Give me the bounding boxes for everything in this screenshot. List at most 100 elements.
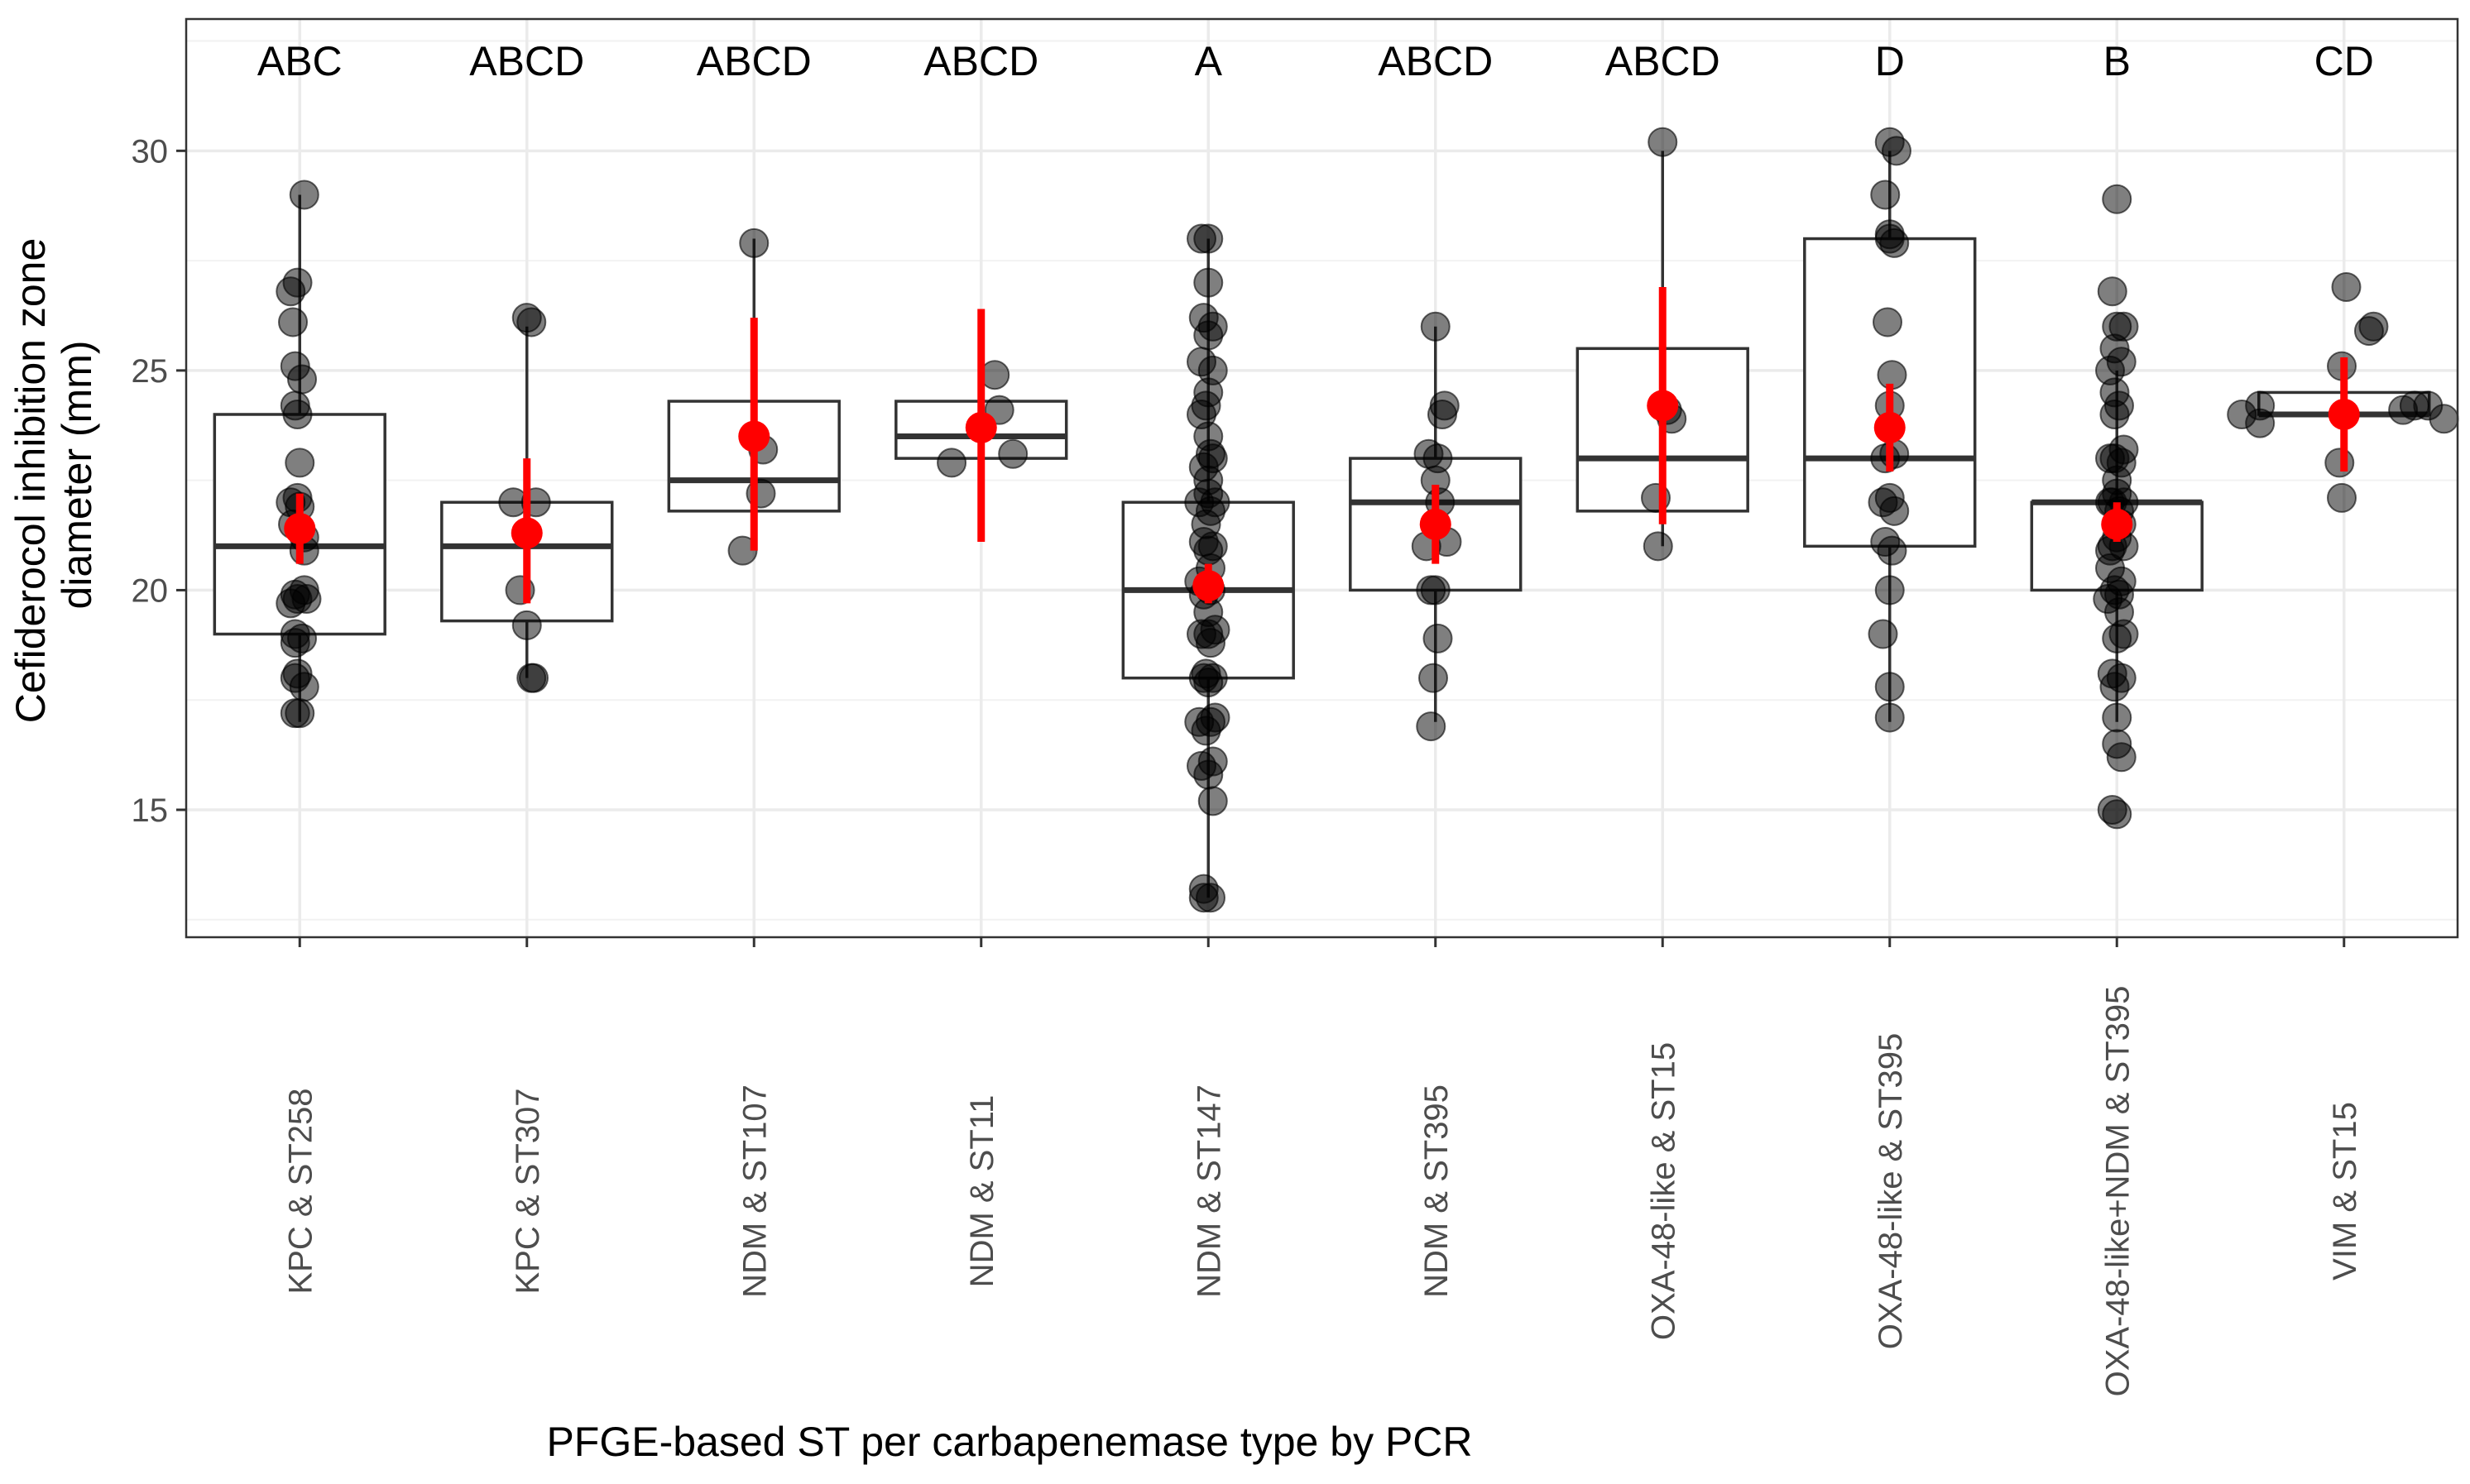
data-point bbox=[2095, 553, 2126, 583]
data-point bbox=[1647, 127, 1678, 157]
y-tick-label: 15 bbox=[132, 792, 169, 829]
data-point bbox=[289, 180, 319, 210]
data-point bbox=[2388, 395, 2419, 425]
data-point bbox=[276, 276, 306, 307]
mean-group-8 bbox=[1873, 383, 1906, 472]
data-point bbox=[1418, 663, 1449, 693]
mean-group-7 bbox=[1647, 286, 1679, 524]
group-letter-10: CD bbox=[2314, 38, 2374, 84]
data-point bbox=[2099, 672, 2130, 702]
data-point bbox=[1193, 421, 1224, 452]
mean-group-3 bbox=[738, 318, 770, 551]
data-point bbox=[276, 588, 306, 619]
mean-group-4 bbox=[965, 309, 997, 543]
mean-group-9 bbox=[2101, 502, 2133, 543]
data-point bbox=[1879, 227, 1910, 258]
data-point bbox=[516, 307, 547, 337]
data-point bbox=[1195, 628, 1225, 658]
data-point bbox=[2245, 408, 2276, 438]
data-point bbox=[278, 307, 309, 337]
mean-point bbox=[2101, 508, 2133, 540]
data-point bbox=[2331, 271, 2362, 302]
data-point bbox=[1427, 399, 1457, 429]
data-point bbox=[1881, 136, 1911, 166]
data-point bbox=[1874, 575, 1905, 606]
axes: 15 20 25 30 KPC & ST258 KPC & ST307 NDM & ST10… bbox=[132, 133, 2363, 1396]
group-letter-8: D bbox=[1875, 38, 1905, 84]
group-letter-3: ABCD bbox=[697, 38, 812, 84]
y-axis-title-line-1: Cefiderocol inhibition zone bbox=[7, 238, 54, 723]
mean-group-1 bbox=[284, 493, 316, 564]
mean-layer bbox=[284, 286, 2360, 604]
data-point bbox=[1191, 716, 1221, 746]
data-point bbox=[1193, 759, 1224, 790]
mean-group-10 bbox=[2328, 357, 2360, 472]
group-letter-7: ABCD bbox=[1605, 38, 1720, 84]
data-point bbox=[1193, 320, 1224, 351]
points-group-4 bbox=[937, 360, 1029, 478]
data-point bbox=[280, 628, 310, 658]
group-letters: ABC ABCD ABCD ABCD A ABCD ABCD D B CD bbox=[257, 38, 2374, 84]
data-point bbox=[937, 448, 967, 478]
x-tick-label: OXA-48-like & ST395 bbox=[1873, 1033, 1909, 1349]
mean-point bbox=[511, 517, 543, 549]
data-point bbox=[1874, 672, 1905, 702]
data-point bbox=[2099, 443, 2130, 474]
group-letter-5: A bbox=[1195, 38, 1223, 84]
data-point bbox=[2102, 702, 2132, 733]
mean-point bbox=[1647, 390, 1679, 422]
data-point bbox=[1879, 495, 1910, 526]
data-point bbox=[286, 364, 317, 395]
data-point bbox=[998, 438, 1029, 469]
mean-group-2 bbox=[511, 458, 543, 604]
group-letter-2: ABCD bbox=[469, 38, 584, 84]
x-tick-label: NDM & ST11 bbox=[964, 1095, 1000, 1288]
data-point bbox=[1870, 180, 1901, 210]
data-point bbox=[2102, 729, 2132, 759]
data-point bbox=[1193, 377, 1224, 408]
mean-point bbox=[1873, 411, 1906, 443]
data-point bbox=[2327, 482, 2357, 513]
x-tick-label: NDM & ST147 bbox=[1191, 1084, 1227, 1298]
x-axis-title: PFGE-based ST per carbapenemase type by … bbox=[546, 1419, 1472, 1465]
mean-point bbox=[2328, 398, 2360, 430]
data-point bbox=[285, 698, 315, 729]
data-point bbox=[1416, 711, 1446, 742]
data-point bbox=[739, 227, 770, 258]
data-point bbox=[289, 672, 319, 702]
data-point bbox=[2353, 316, 2384, 347]
data-point bbox=[1193, 267, 1224, 298]
data-point bbox=[518, 663, 549, 693]
y-axis-title: Cefiderocol inhibition zone diameter (mm… bbox=[7, 227, 100, 723]
points-group-10 bbox=[2227, 271, 2459, 513]
y-axis-title-line-2: diameter (mm) bbox=[54, 340, 100, 609]
group-letter-1: ABC bbox=[257, 38, 343, 84]
data-point bbox=[2102, 184, 2132, 214]
points-group-5 bbox=[1184, 223, 1230, 913]
data-point bbox=[1868, 619, 1898, 649]
group-letter-4: ABCD bbox=[923, 38, 1038, 84]
data-point bbox=[1187, 223, 1217, 254]
mean-point bbox=[965, 411, 997, 443]
group-letter-9: B bbox=[2103, 38, 2131, 84]
x-tick-label: KPC & ST307 bbox=[510, 1088, 546, 1294]
data-point bbox=[1193, 667, 1224, 697]
data-point bbox=[511, 610, 542, 640]
data-point bbox=[1416, 575, 1446, 606]
mean-point bbox=[738, 420, 770, 452]
data-point bbox=[1879, 438, 1910, 469]
data-point bbox=[1873, 307, 1903, 337]
mean-point bbox=[284, 513, 316, 545]
data-point bbox=[1422, 623, 1453, 653]
data-point bbox=[285, 448, 315, 478]
x-tick-label: NDM & ST107 bbox=[736, 1084, 773, 1298]
data-point bbox=[1188, 883, 1219, 913]
panel-border bbox=[185, 17, 2459, 939]
data-point bbox=[1643, 531, 1673, 562]
data-point bbox=[2102, 799, 2132, 830]
data-point bbox=[2103, 596, 2134, 627]
data-point bbox=[2324, 448, 2355, 478]
x-tick-label: VIM & ST15 bbox=[2327, 1102, 2363, 1281]
data-point bbox=[1193, 465, 1224, 495]
